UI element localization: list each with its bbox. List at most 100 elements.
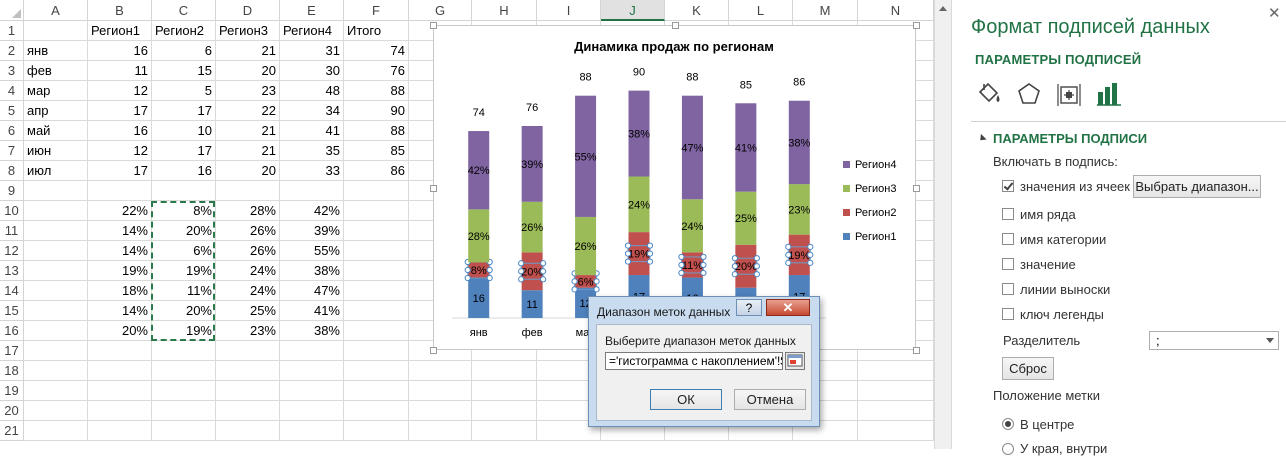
value-cell[interactable]: 16 (88, 41, 152, 61)
month-cell[interactable]: июл (24, 161, 88, 181)
row-header[interactable]: 17 (0, 341, 24, 361)
percent-cell[interactable]: 23% (216, 321, 280, 341)
row-header[interactable]: 10 (0, 201, 24, 221)
grid-cell[interactable] (793, 401, 858, 421)
row-header[interactable]: 11 (0, 221, 24, 241)
month-cell[interactable]: янв (24, 41, 88, 61)
month-cell[interactable]: июн (24, 141, 88, 161)
row-header[interactable]: 3 (0, 61, 24, 81)
value-cell[interactable]: 17 (88, 161, 152, 181)
row-header[interactable]: 6 (0, 121, 24, 141)
percent-cell[interactable]: 20% (152, 301, 216, 321)
column-header[interactable]: H (472, 0, 537, 21)
percent-cell[interactable]: 25% (216, 301, 280, 321)
grid-cell[interactable] (793, 421, 858, 441)
grid-cell[interactable] (793, 381, 858, 401)
cancel-button[interactable]: Отмена (734, 389, 806, 410)
chart-resize-handle[interactable] (913, 184, 920, 192)
percent-cell[interactable]: 55% (280, 241, 344, 261)
row-header[interactable]: 15 (0, 301, 24, 321)
radio-center[interactable] (1002, 418, 1014, 430)
value-cell[interactable]: 76 (344, 61, 409, 81)
chart-resize-handle[interactable] (430, 347, 437, 354)
chart-resize-handle[interactable] (671, 22, 679, 29)
separator-select[interactable]: ; (1149, 331, 1279, 350)
percent-cell[interactable]: 14% (88, 221, 152, 241)
value-cell[interactable]: 48 (280, 81, 344, 101)
percent-cell[interactable]: 22% (88, 201, 152, 221)
grid-cell[interactable] (344, 321, 409, 341)
grid-cell[interactable] (344, 241, 409, 261)
value-cell[interactable]: 31 (280, 41, 344, 61)
grid-cell[interactable] (280, 341, 344, 361)
grid-cell[interactable] (344, 261, 409, 281)
grid-cell[interactable] (344, 381, 409, 401)
radio-inside-end[interactable] (1002, 443, 1014, 455)
grid-cell[interactable] (24, 401, 88, 421)
bar-chart-icon[interactable] (1095, 80, 1123, 108)
grid-cell[interactable] (24, 201, 88, 221)
row-header[interactable]: 2 (0, 41, 24, 61)
value-cell[interactable]: 85 (344, 141, 409, 161)
grid-cell[interactable] (344, 421, 409, 441)
grid-cell[interactable] (24, 361, 88, 381)
grid-cell[interactable] (472, 341, 537, 361)
percent-cell[interactable]: 24% (216, 281, 280, 301)
value-cell[interactable]: 22 (216, 101, 280, 121)
month-cell[interactable]: мар (24, 81, 88, 101)
paint-bucket-icon[interactable] (975, 80, 1003, 108)
value-cell[interactable]: 16 (152, 161, 216, 181)
row-header[interactable]: 8 (0, 161, 24, 181)
collapse-dialog-button[interactable] (785, 352, 805, 370)
grid-cell[interactable] (858, 341, 934, 361)
grid-cell[interactable] (344, 361, 409, 381)
percent-cell[interactable]: 38% (280, 321, 344, 341)
column-header[interactable]: M (793, 0, 858, 21)
grid-cell[interactable] (280, 381, 344, 401)
percent-cell[interactable]: 47% (280, 281, 344, 301)
percent-cell[interactable]: 26% (216, 241, 280, 261)
grid-cell[interactable] (216, 401, 280, 421)
value-cell[interactable]: 23 (216, 81, 280, 101)
column-header[interactable]: N (858, 0, 934, 21)
grid-cell[interactable] (793, 341, 858, 361)
percent-cell[interactable]: 14% (88, 301, 152, 321)
grid-cell[interactable] (344, 281, 409, 301)
grid-cell[interactable] (344, 201, 409, 221)
column-header[interactable]: B (88, 0, 152, 21)
grid-cell[interactable] (24, 221, 88, 241)
value-cell[interactable]: 21 (216, 141, 280, 161)
column-header[interactable]: A (24, 0, 88, 21)
percent-cell[interactable]: 42% (280, 201, 344, 221)
grid-cell[interactable] (24, 321, 88, 341)
grid-cell[interactable] (88, 381, 152, 401)
help-button[interactable]: ? (736, 299, 762, 316)
value-cell[interactable]: 10 (152, 121, 216, 141)
percent-cell[interactable]: 6% (152, 241, 216, 261)
value-cell[interactable]: 41 (280, 121, 344, 141)
chart-resize-handle[interactable] (913, 347, 920, 354)
column-header[interactable]: E (280, 0, 344, 21)
percent-cell[interactable]: 19% (152, 321, 216, 341)
value-cell[interactable]: 6 (152, 41, 216, 61)
row-header[interactable]: 12 (0, 241, 24, 261)
grid-cell[interactable] (472, 421, 537, 441)
scroll-up-icon[interactable] (939, 6, 947, 11)
grid-cell[interactable] (409, 381, 472, 401)
grid-cell[interactable] (216, 361, 280, 381)
grid-cell[interactable] (472, 361, 537, 381)
grid-cell[interactable] (24, 301, 88, 321)
percent-cell[interactable]: 41% (280, 301, 344, 321)
spreadsheet-grid[interactable]: A B C D E F G H I J K L M N 1 2 3 4 5 6 7 8 9 10 11 12 13 14 15 16 17 1… (0, 0, 934, 449)
percent-cell[interactable]: 20% (152, 221, 216, 241)
chart-resize-handle[interactable] (430, 22, 437, 29)
header-cell[interactable]: Регион3 (216, 21, 280, 41)
header-cell[interactable] (24, 21, 88, 41)
header-cell[interactable]: Регион2 (152, 21, 216, 41)
grid-cell[interactable] (344, 401, 409, 421)
value-cell[interactable]: 88 (344, 81, 409, 101)
grid-cell[interactable] (537, 421, 601, 441)
grid-cell[interactable] (24, 421, 88, 441)
value-cell[interactable]: 86 (344, 161, 409, 181)
row-header[interactable]: 14 (0, 281, 24, 301)
